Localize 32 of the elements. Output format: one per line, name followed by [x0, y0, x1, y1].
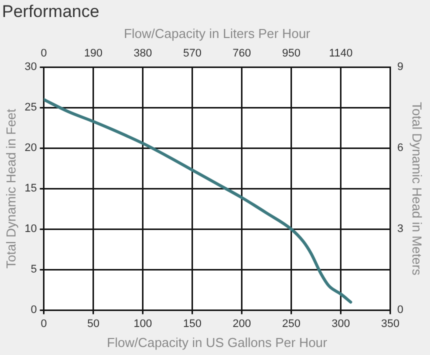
- y2-tick-label: 9: [397, 61, 404, 74]
- y2-axis-title: Total Dynamic Head in Meters: [410, 102, 425, 276]
- y2-tick-label: 3: [397, 223, 404, 236]
- x2-tick-label: 0: [40, 48, 47, 60]
- x-tick-label: 50: [87, 318, 100, 330]
- y-tick-label: 10: [24, 223, 37, 236]
- y2-tick-label: 6: [397, 142, 404, 154]
- x2-tick-label: 570: [183, 48, 202, 60]
- x-tick-label: 0: [40, 318, 47, 330]
- y-tick-label: 0: [30, 304, 37, 316]
- x-axis-title: Flow/Capacity in US Gallons Per Hour: [106, 334, 328, 350]
- x-tick-label: 100: [134, 318, 152, 330]
- y-tick-label: 5: [30, 264, 37, 276]
- x2-tick-label: 950: [282, 48, 300, 60]
- y2-tick-label: 0: [397, 304, 404, 316]
- y-tick-label: 15: [24, 182, 37, 195]
- x2-tick-label: 380: [134, 48, 152, 60]
- x-tick-label: 350: [381, 318, 400, 330]
- y-axis-title: Total Dynamic Head in Feet: [3, 108, 18, 269]
- x-tick-label: 300: [332, 318, 350, 330]
- y-tick-label: 30: [24, 61, 37, 74]
- y-tick-label: 20: [24, 142, 37, 154]
- x2-tick-label: 190: [84, 48, 103, 60]
- line-series: [44, 98, 352, 304]
- x2-tick-label: 1140: [328, 48, 353, 60]
- chart-title: Performance: [2, 2, 100, 21]
- y-tick-label: 25: [24, 102, 37, 114]
- x-tick-label: 250: [282, 318, 300, 330]
- x2-tick-label: 760: [232, 48, 251, 60]
- x2-axis-title: Flow/Capacity in Liters Per Hour: [124, 26, 311, 41]
- x-tick-label: 150: [183, 318, 202, 330]
- x-tick-label: 200: [232, 318, 251, 330]
